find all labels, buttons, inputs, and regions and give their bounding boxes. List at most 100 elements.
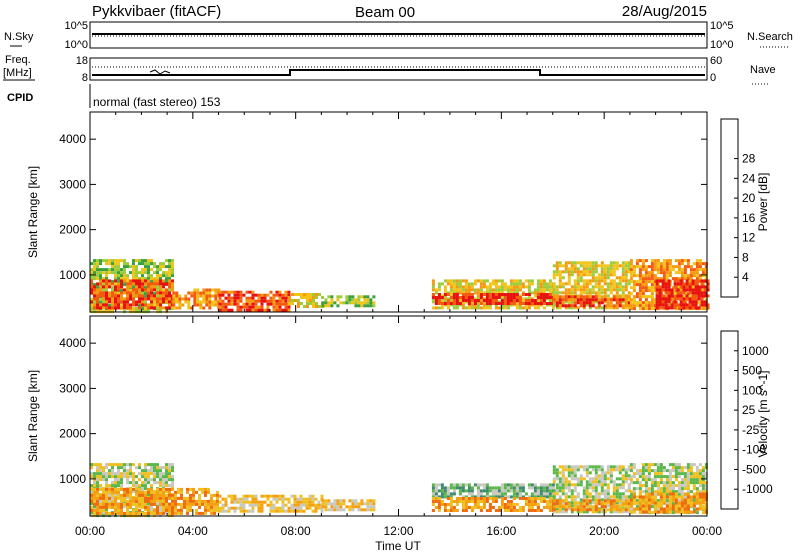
velocity-cell [600, 483, 604, 487]
power-cell [591, 301, 595, 305]
velocity-cell [600, 510, 604, 514]
power-cell [90, 282, 93, 286]
velocity-cell [692, 481, 696, 485]
power-cell [205, 297, 209, 301]
velocity-cell [545, 492, 549, 496]
velocity-cell [126, 511, 129, 515]
velocity-cell [695, 507, 699, 511]
power-cell [208, 291, 212, 295]
velocity-cell [449, 509, 453, 512]
velocity-cell [114, 484, 117, 488]
velocity-cell [644, 478, 648, 482]
power-cell [303, 296, 306, 299]
power-cell [624, 273, 628, 277]
power-cell [126, 282, 129, 286]
power-cell [99, 303, 102, 307]
velocity-cell [108, 487, 111, 491]
power-cell [105, 303, 108, 307]
power-cell [336, 304, 340, 308]
freq-line [92, 69, 705, 76]
velocity-cell [150, 508, 153, 512]
velocity-cell [207, 490, 210, 494]
velocity-cell [683, 510, 687, 514]
velocity-cell [141, 481, 144, 485]
velocity-cell [632, 475, 636, 479]
power-cell [653, 289, 657, 293]
velocity-cell [632, 463, 636, 467]
power-cell [455, 296, 459, 299]
power-cell [706, 279, 710, 283]
velocity-cell [242, 500, 246, 504]
velocity-cell [558, 465, 562, 469]
power-cell [476, 279, 480, 283]
power-cell [202, 297, 206, 301]
velocity-cell [117, 475, 120, 479]
velocity-cell [585, 486, 589, 490]
velocity-cell [632, 487, 636, 491]
power-cell [638, 268, 642, 272]
power-cell [552, 300, 556, 304]
velocity-cell [618, 505, 622, 509]
velocity-cell [600, 492, 604, 496]
power-cell [655, 282, 659, 286]
velocity-cell [144, 475, 147, 479]
velocity-cell [627, 465, 631, 469]
velocity-cell [509, 483, 513, 487]
power-cell [500, 288, 504, 292]
power-cell [168, 300, 171, 304]
velocity-cell [506, 489, 510, 493]
power-cell [324, 301, 328, 305]
power-cell [530, 282, 534, 286]
power-cell [542, 299, 546, 302]
power-cell [706, 303, 710, 307]
power-cell [650, 286, 654, 290]
power-cell [449, 285, 453, 289]
velocity-cell [210, 493, 213, 497]
velocity-cell [147, 502, 150, 506]
power-cell [594, 267, 598, 271]
velocity-cell [162, 499, 165, 503]
velocity-cell [585, 504, 589, 508]
power-colorbar-label: Power [dB] [756, 173, 770, 232]
power-cell [120, 294, 123, 298]
velocity-cell [662, 495, 666, 499]
power-cell [685, 306, 689, 310]
power-cell [579, 264, 583, 268]
power-cell [455, 279, 459, 283]
power-cell [612, 298, 616, 302]
power-cell [132, 300, 135, 304]
power-cell [542, 302, 546, 305]
power-cell [278, 305, 282, 309]
power-cell [315, 305, 318, 308]
velocity-cell [452, 506, 456, 509]
power-cell [366, 298, 370, 302]
velocity-cell [290, 503, 294, 507]
power-cell [701, 274, 705, 278]
velocity-cell [701, 490, 705, 494]
velocity-cell [230, 497, 234, 501]
velocity-cell [588, 483, 592, 487]
power-cell [181, 303, 185, 307]
velocity-cell [567, 495, 571, 499]
power-cell [545, 282, 549, 286]
power-cell [126, 294, 129, 298]
velocity-cell [573, 471, 577, 475]
power-cell [278, 302, 282, 306]
power-cell [144, 301, 147, 305]
velocity-cell [263, 500, 267, 504]
velocity-cell [482, 483, 486, 487]
power-cell [682, 306, 686, 310]
power-cell [147, 274, 150, 278]
power-cell [701, 268, 705, 272]
velocity-cell [656, 490, 660, 494]
velocity-cell [665, 481, 669, 485]
velocity-cell [650, 481, 654, 485]
power-cell [582, 273, 586, 277]
power-cell [467, 306, 471, 310]
velocity-cell [239, 500, 243, 504]
power-cell [533, 291, 537, 295]
velocity-cell [168, 505, 171, 509]
power-cell [93, 285, 96, 289]
power-cell [117, 271, 120, 275]
power-cell [168, 262, 171, 266]
